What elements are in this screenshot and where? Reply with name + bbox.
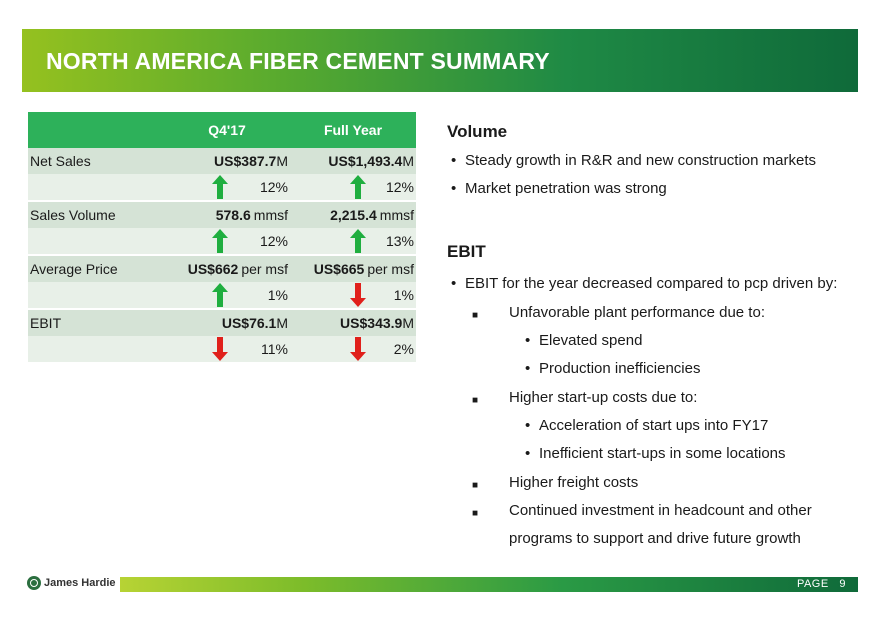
ebit-item: Continued investment in headcount and ot… [509, 502, 812, 519]
q4-value: 578.6 mmsf [215, 207, 288, 223]
ebit-intro: • EBIT for the year decreased compared to… [451, 275, 838, 292]
summary-table: Q4'17 Full Year Net Sales US$387.7 M US$1,4… [28, 112, 416, 364]
ebit-subitem: • Production inefficiencies [525, 360, 701, 377]
down-arrow-icon [350, 283, 366, 310]
up-arrow-icon [212, 175, 228, 202]
fy-value: US$665 per msf [313, 261, 414, 277]
q4-change: 1% [164, 282, 290, 308]
row-label: EBIT [30, 315, 62, 331]
ebit-item: Unfavorable plant performance due to: [509, 304, 765, 321]
header-blank [28, 112, 164, 148]
row-label: Net Sales [30, 153, 91, 169]
fy-change: 2% [290, 336, 416, 362]
up-arrow-icon [212, 229, 228, 256]
fy-change: 13% [290, 228, 416, 254]
page-number: PAGE 9 [796, 578, 846, 590]
blank-cell [28, 336, 164, 362]
square-bullet-icon: ■ [472, 508, 479, 519]
logo-icon [27, 576, 41, 590]
up-arrow-icon [212, 283, 228, 310]
q4-value: US$76.1 M [221, 315, 288, 331]
footer-bar: PAGE 9 [120, 577, 858, 592]
table-row: Sales Volume 578.6 mmsf 2,215.4 mmsf 12% 13% [28, 202, 416, 256]
blank-cell [28, 282, 164, 308]
fy-value: US$343.9 M [340, 315, 414, 331]
table-row: Average Price US$662 per msf US$665 per msf 1… [28, 256, 416, 310]
brand-name: James Hardie [44, 577, 116, 589]
up-arrow-icon [350, 229, 366, 256]
ebit-subitem: • Acceleration of start ups into FY17 [525, 417, 769, 434]
blank-cell [28, 228, 164, 254]
ebit-heading: EBIT [447, 242, 486, 261]
volume-heading: Volume [447, 122, 508, 141]
square-bullet-icon: ■ [472, 480, 479, 491]
q4-value: US$387.7 M [214, 153, 288, 169]
ebit-item: Higher freight costs [509, 474, 639, 491]
square-bullet-icon: ■ [472, 310, 479, 321]
square-bullet-icon: ■ [472, 395, 479, 406]
table-row: Net Sales US$387.7 M US$1,493.4 M 12% 12% [28, 148, 416, 202]
row-label: Average Price [30, 261, 118, 277]
table-header: Q4'17 Full Year [28, 112, 416, 148]
q4-value: US$662 per msf [187, 261, 288, 277]
fy-change: 12% [290, 174, 416, 200]
ebit-item: Higher start-up costs due to: [509, 389, 698, 406]
header-q4: Q4'17 [208, 122, 246, 138]
fy-value: 2,215.4 mmsf [330, 207, 414, 223]
fy-change: 1% [290, 282, 416, 308]
down-arrow-icon [212, 337, 228, 364]
volume-bullet: • Market penetration was strong [451, 180, 667, 197]
title-bar: NORTH AMERICA FIBER CEMENT SUMMARY [22, 29, 858, 92]
ebit-item-continued: programs to support and drive future gro… [509, 530, 801, 547]
up-arrow-icon [350, 175, 366, 202]
fy-value: US$1,493.4 M [328, 153, 414, 169]
q4-change: 12% [164, 228, 290, 254]
row-label: Sales Volume [30, 207, 116, 223]
down-arrow-icon [350, 337, 366, 364]
q4-change: 12% [164, 174, 290, 200]
table-row: EBIT US$76.1 M US$343.9 M 11% 2% [28, 310, 416, 364]
blank-cell [28, 174, 164, 200]
q4-change: 11% [164, 336, 290, 362]
volume-bullet: • Steady growth in R&R and new constructi… [451, 152, 816, 169]
ebit-subitem: • Inefficient start-ups in some locations [525, 445, 786, 462]
page-title: NORTH AMERICA FIBER CEMENT SUMMARY [46, 48, 550, 74]
header-full-year: Full Year [323, 122, 383, 138]
ebit-subitem: • Elevated spend [525, 332, 643, 349]
james-hardie-logo: James Hardie [27, 576, 116, 590]
